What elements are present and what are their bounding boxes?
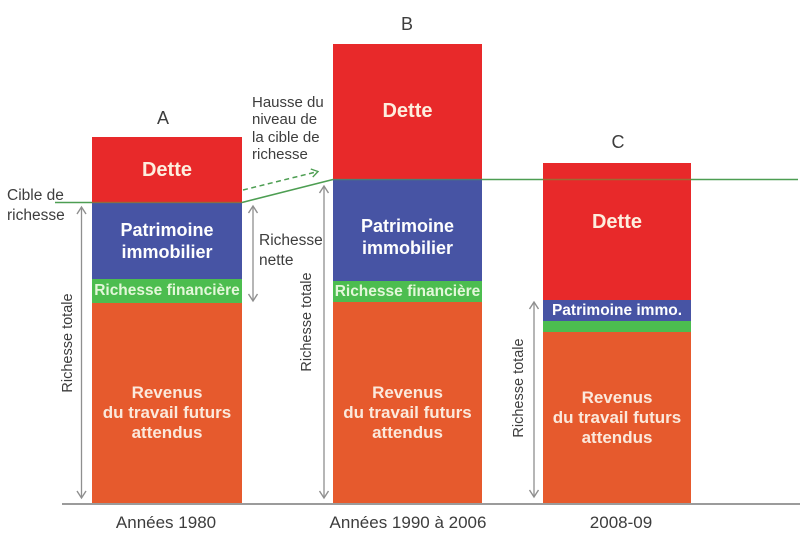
segment-label-debt-a: Dette bbox=[141, 158, 192, 181]
segment-housing-a: Patrimoine immobilier bbox=[92, 203, 242, 279]
segment-earnings-c: Revenus du travail futurs attendus bbox=[543, 332, 691, 503]
total-wealth-label-b: Richesse totale bbox=[299, 272, 315, 372]
segment-label-earnings-b: Revenus du travail futurs attendus bbox=[343, 382, 472, 442]
segment-label-housing-b: Patrimoine immobilier bbox=[360, 216, 455, 258]
bar-letter-c: C bbox=[611, 132, 625, 152]
segment-label-earnings-c: Revenus du travail futurs attendus bbox=[552, 387, 682, 447]
segment-label-financial-a: Richesse financière bbox=[94, 282, 240, 299]
segment-financial-c bbox=[543, 321, 691, 332]
target-rise-annotation: Hausse du niveau de la cible de richesse bbox=[252, 94, 324, 163]
target-rise-dashed-arrow-icon bbox=[242, 168, 320, 191]
segment-debt-a: Dette bbox=[92, 137, 242, 203]
x-axis-label-2008-09: 2008-09 bbox=[589, 513, 653, 532]
segment-label-financial-b: Richesse financière bbox=[334, 282, 481, 300]
segment-label-debt-b: Dette bbox=[382, 100, 433, 122]
segment-housing-b: Patrimoine immobilier bbox=[333, 179, 482, 281]
segment-label-earnings-a: Revenus du travail futurs attendus bbox=[102, 383, 232, 442]
wealth-target-label: Cible de richesse bbox=[7, 187, 65, 224]
x-axis-label-annees-1990-2006: Années 1990 à 2006 bbox=[329, 513, 487, 532]
segment-earnings-a: Revenus du travail futurs attendus bbox=[92, 303, 242, 503]
segment-debt-b: Dette bbox=[333, 44, 482, 179]
net-wealth-label: Richesse nette bbox=[259, 232, 323, 269]
segment-label-housing-c: Patrimoine immo. bbox=[551, 301, 683, 319]
segment-financial-a: Richesse financière bbox=[92, 279, 242, 303]
total-wealth-label-a: Richesse totale bbox=[60, 293, 76, 393]
total-wealth-label-c: Richesse totale bbox=[511, 338, 527, 438]
segment-label-housing-a: Patrimoine immobilier bbox=[120, 220, 214, 262]
segment-label-debt-c: Dette bbox=[591, 211, 642, 233]
segment-housing-c: Patrimoine immo. bbox=[543, 300, 691, 321]
bar-2008-09: Dette Patrimoine immo. Revenus du travai… bbox=[543, 0, 691, 538]
bar-annees-1990-2006: Dette Patrimoine immobilier Richesse fin… bbox=[333, 0, 482, 538]
bar-letter-a: A bbox=[156, 108, 170, 128]
x-axis-label-annees-1980: Années 1980 bbox=[115, 513, 217, 532]
segment-earnings-b: Revenus du travail futurs attendus bbox=[333, 302, 482, 503]
bar-letter-b: B bbox=[400, 14, 414, 34]
segment-financial-b: Richesse financière bbox=[333, 281, 482, 302]
bar-annees-1980: Dette Patrimoine immobilier Richesse fin… bbox=[92, 0, 242, 538]
segment-debt-c: Dette bbox=[543, 163, 691, 300]
